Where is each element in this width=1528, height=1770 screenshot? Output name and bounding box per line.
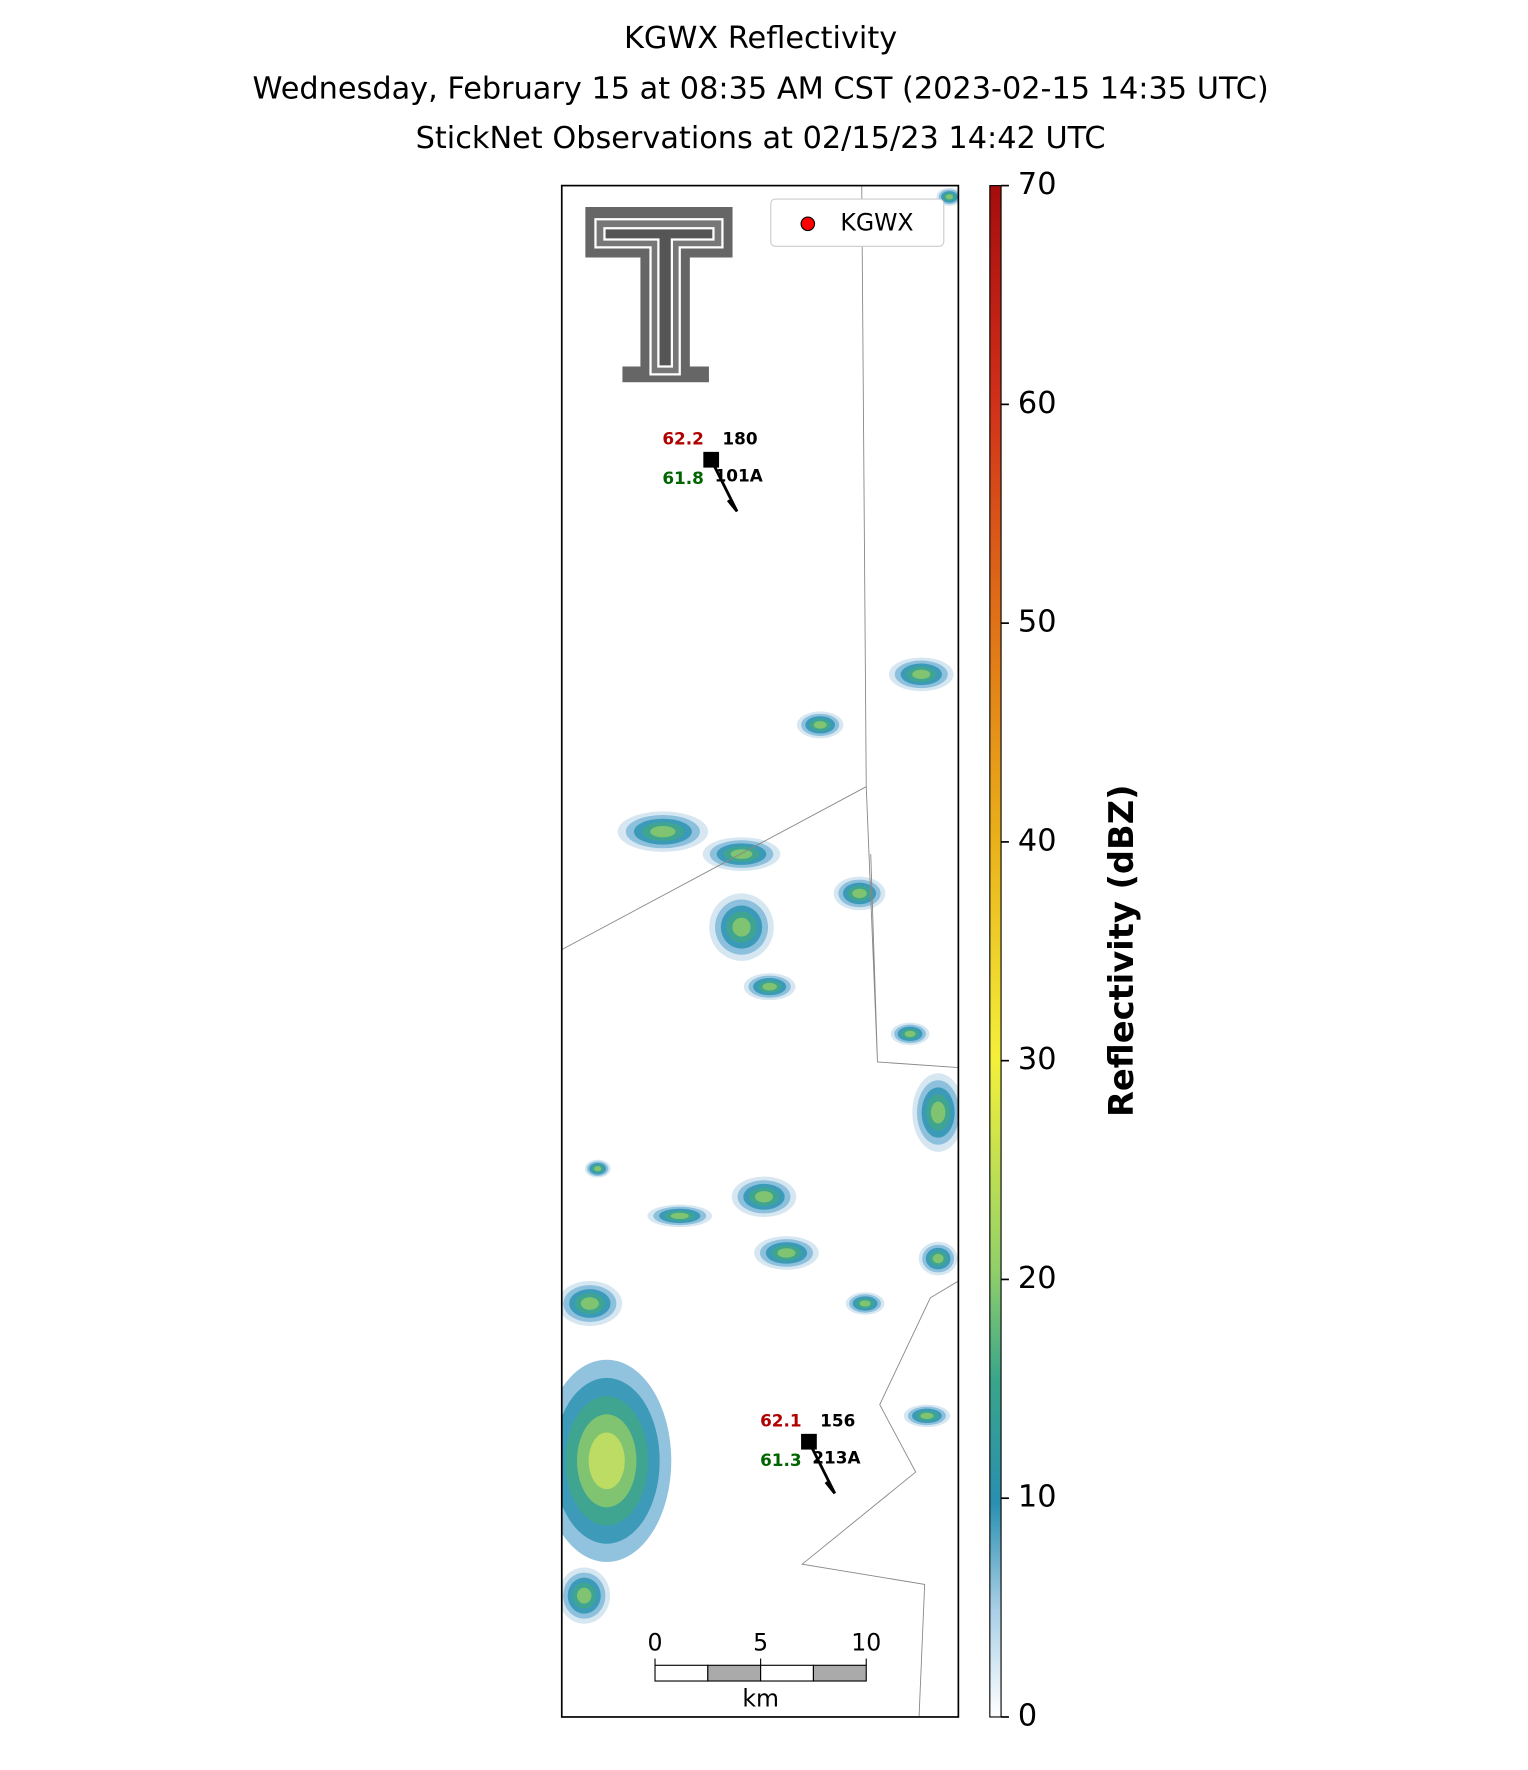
echo xyxy=(576,1587,592,1604)
echo xyxy=(945,194,954,200)
map-frame xyxy=(560,184,960,1718)
scale-segment xyxy=(654,1664,709,1682)
title: Wednesday, February 15 at 08:35 AM CST (… xyxy=(253,72,1269,107)
dewpoint: 61.8 xyxy=(662,468,704,488)
echo xyxy=(754,1191,774,1203)
pressure: 156 xyxy=(820,1410,855,1430)
title: KGWX Reflectivity xyxy=(624,21,897,56)
scale-tick-label: 0 xyxy=(648,1628,663,1656)
temperature: 62.2 xyxy=(662,429,704,449)
wind-barb xyxy=(807,1441,837,1495)
echo xyxy=(594,1166,602,1172)
county-lines xyxy=(561,185,959,1717)
scale-segment xyxy=(760,1664,814,1682)
echo xyxy=(852,888,867,899)
echo xyxy=(777,1248,796,1258)
pressure: 180 xyxy=(722,429,757,449)
dewpoint: 61.3 xyxy=(760,1450,802,1470)
station-id: 213A xyxy=(812,1448,860,1468)
echo xyxy=(580,1297,599,1310)
legend-box xyxy=(770,198,945,247)
echo xyxy=(650,825,676,838)
echo xyxy=(732,917,751,937)
echo xyxy=(920,1412,934,1420)
title: StickNet Observations at 02/15/23 14:42 … xyxy=(416,121,1106,156)
legend: KGWX xyxy=(770,198,945,247)
colorbar-tick-label: 10 xyxy=(1018,1480,1057,1515)
echo xyxy=(588,1432,625,1490)
scale-segment xyxy=(707,1664,762,1682)
scale-tick-label: 5 xyxy=(753,1628,768,1656)
station-id: 101A xyxy=(715,466,763,486)
echo xyxy=(813,721,827,729)
scale-unit: km xyxy=(742,1685,779,1713)
legend-marker xyxy=(800,216,816,232)
legend-label: KGWX xyxy=(840,208,913,236)
scale-bar: 0 5 10 km xyxy=(648,1628,882,1712)
logo xyxy=(583,204,735,385)
scale-tick-label: 10 xyxy=(851,1628,881,1656)
echo xyxy=(930,1101,946,1124)
colorbar-tick-label: 40 xyxy=(1018,823,1057,858)
echo xyxy=(912,669,931,680)
colorbar-tick-label: 30 xyxy=(1018,1042,1057,1077)
colorbar-tick-label: 20 xyxy=(1018,1261,1057,1296)
colorbar-tick-label: 0 xyxy=(1018,1698,1037,1733)
temperature: 62.1 xyxy=(760,1410,802,1430)
station-marker xyxy=(801,1433,817,1450)
stations: 62.2 180 61.8 101A 62.1 156 61.3 213A xyxy=(662,429,861,1495)
colorbar-tick-label: 70 xyxy=(1018,167,1057,202)
colorbar-tick-label: 50 xyxy=(1018,605,1057,640)
echo xyxy=(670,1212,689,1220)
station-marker xyxy=(703,451,720,468)
echo xyxy=(762,982,777,991)
echo xyxy=(932,1253,944,1264)
echo xyxy=(904,1030,916,1038)
colorbar xyxy=(989,185,1002,1718)
scale-segment xyxy=(812,1664,867,1682)
echo xyxy=(859,1300,871,1307)
wind-barb xyxy=(709,459,739,513)
radar-echoes xyxy=(561,187,959,1624)
colorbar-tick-label: 60 xyxy=(1018,386,1057,421)
colorbar-ticks: 0 10 20 30 40 50 60 70 xyxy=(1001,167,1057,1733)
colorbar-label: Reflectivity (dBZ) xyxy=(1102,784,1141,1117)
